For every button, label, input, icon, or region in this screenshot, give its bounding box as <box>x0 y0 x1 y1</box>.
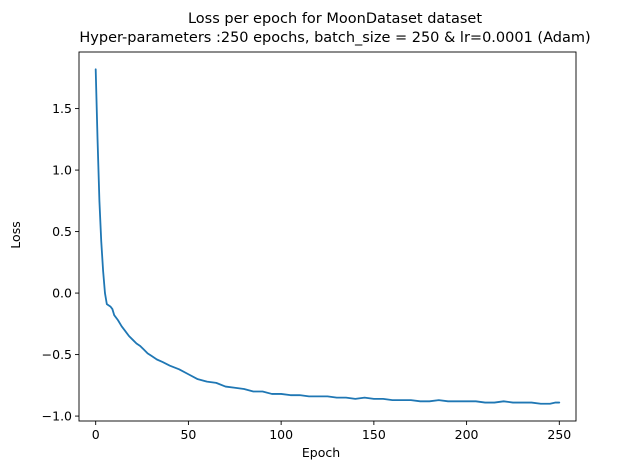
axis-ticks: 0 50 100 150 200 250 −1.0 −0.5 0.0 0.5 1.0 1.5 <box>42 101 572 442</box>
x-axis-label: Epoch <box>302 445 340 460</box>
x-tick-label: 0 <box>92 427 100 442</box>
y-tick-label: 0.5 <box>52 224 72 239</box>
y-tick-label: 1.0 <box>52 163 72 178</box>
y-tick-label: 1.5 <box>52 101 72 116</box>
x-tick-label: 50 <box>180 427 196 442</box>
plot-area-frame <box>78 51 577 422</box>
chart-title: Loss per epoch for MoonDataset dataset <box>188 11 482 27</box>
x-tick-label: 100 <box>269 427 293 442</box>
x-tick-label: 200 <box>455 427 479 442</box>
y-axis-label: Loss <box>8 221 23 248</box>
x-tick-label: 250 <box>547 427 571 442</box>
loss-series-line <box>94 68 561 405</box>
x-tick-label: 150 <box>362 427 386 442</box>
y-tick-label: −1.0 <box>42 409 72 424</box>
chart-subtitle: Hyper-parameters :250 epochs, batch_size… <box>79 30 590 46</box>
y-tick-label: −0.5 <box>42 347 72 362</box>
y-tick-label: 0.0 <box>52 286 72 301</box>
